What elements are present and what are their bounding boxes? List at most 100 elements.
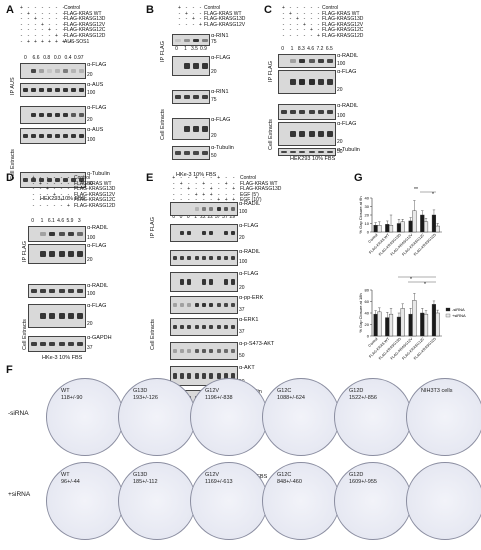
blot-band [299, 78, 306, 86]
sign-cell: - [187, 197, 190, 204]
sign-cell: - [27, 16, 30, 23]
blot-strip [172, 56, 210, 76]
condition-label: EGF (10') [240, 197, 262, 204]
blot-band [54, 68, 60, 74]
blot-band [216, 207, 221, 211]
blot-band [58, 341, 65, 347]
blot-band [78, 112, 84, 118]
sign-cell: + [27, 10, 30, 17]
blot-band [70, 68, 76, 74]
blot-mw-label: 20 [239, 235, 245, 241]
sign-cell: - [202, 197, 205, 204]
blot-strip [170, 296, 238, 314]
condition-label: FLAG-KRAS WT [322, 10, 360, 17]
sign-row: + - - - - - [30, 175, 72, 182]
blot-strip [170, 318, 238, 336]
sign-cell: + [48, 38, 51, 45]
blot-strip [172, 118, 210, 140]
sign-cell: - [46, 175, 49, 181]
sign-cell: - [41, 27, 44, 34]
panel-c-extract-label: Cell Extracts [268, 119, 274, 150]
sign-cell: - [20, 10, 23, 17]
sign-cell: - [180, 197, 183, 204]
bar-plus-sirna [435, 312, 440, 337]
blot-band [327, 59, 334, 63]
sign-cell: + [32, 175, 35, 181]
sign-cell: - [53, 202, 56, 209]
blot-strip [28, 304, 86, 328]
blot-band [223, 230, 229, 236]
sig-marker: ** [414, 187, 418, 193]
blot-strip [170, 202, 238, 216]
condition-label: FLAG-KRASG13D [204, 16, 246, 23]
blot-band [317, 130, 325, 138]
condition-label: FLAG-KRASG12C [322, 27, 364, 34]
panel-b-extract-label: Cell Extracts [160, 109, 166, 140]
colony-dish: G12C 1088+/-624 [262, 378, 340, 456]
blot-band [49, 251, 56, 257]
sign-cell: + [172, 175, 176, 181]
condition-label: FLAG-KRASG13D [64, 16, 106, 23]
blot-strip [28, 336, 86, 352]
blot-mw-label: 100 [337, 113, 346, 119]
blot-band [70, 177, 76, 183]
row-label-minus-sirna: -siRNA [8, 410, 29, 417]
sign-cell: - [317, 10, 320, 17]
blot-band [54, 133, 60, 139]
sign-cell: - [303, 5, 306, 11]
dish-name: WT [61, 472, 70, 478]
blot-band [174, 38, 181, 42]
blot-antibody-label: α-AUS [87, 82, 104, 88]
blot-band [46, 68, 52, 74]
blot-band [223, 324, 229, 330]
sign-cell: - [27, 21, 30, 28]
sign-cell: + [178, 5, 181, 11]
quant-row: 0 1 8.3 4.6 7.2 6.5 [278, 46, 334, 52]
quant-value: 0 [175, 46, 178, 52]
panel-a-ip-label: IP AUS [10, 77, 16, 95]
sign-cell: - [178, 21, 181, 28]
blot-band [172, 255, 177, 261]
blot-band [30, 341, 37, 347]
blot-band [216, 302, 221, 308]
blot-antibody-label: α-FLAG [239, 271, 259, 277]
sign-cell: - [67, 186, 70, 193]
sign-cell: - [67, 175, 70, 181]
blot-antibody-label: α-FLAG [87, 303, 107, 309]
blot-band [223, 373, 229, 379]
sign-cell: - [62, 10, 65, 17]
sign-cell: - [20, 16, 23, 23]
sign-row: - - - - - + [30, 202, 72, 210]
sign-cell: - [55, 5, 58, 11]
sign-cell: - [310, 21, 313, 28]
bar-minus-sirna [420, 312, 425, 337]
sign-cell: + [310, 27, 313, 34]
colony-dish: G13D 185+/-112 [118, 462, 196, 540]
condition-label: Control [240, 175, 257, 181]
sign-cell: - [296, 21, 299, 28]
sign-cell: - [185, 16, 188, 23]
sign-cell: - [192, 21, 195, 28]
blot-band [38, 88, 44, 92]
condition-label: FLAG-KRAS WT [74, 180, 112, 187]
sign-cell: - [53, 197, 56, 204]
sign-row: - - - - - - + + + [170, 198, 238, 204]
sign-cell: + [289, 10, 292, 17]
sign-cell: - [178, 16, 181, 23]
blot-band [201, 63, 208, 69]
sign-cell: - [195, 197, 198, 204]
dish-count: 1196+/-838 [205, 395, 233, 401]
sign-cell: + [232, 186, 236, 193]
sign-cell: - [60, 186, 63, 193]
blot-antibody-label: α-FLAG [239, 223, 259, 229]
blot-band [62, 88, 68, 92]
sign-cell: - [310, 16, 313, 23]
bar-plus-sirna [388, 313, 394, 337]
sign-cell: - [317, 27, 320, 34]
condition-label: FLAG-KRASG12V [74, 191, 116, 198]
blot-mw-label: 75 [211, 97, 217, 103]
x-tick-label: Control [368, 233, 379, 244]
sign-row: - + - - - - [280, 10, 322, 18]
blot-band [70, 133, 76, 139]
blot-band [194, 373, 199, 379]
